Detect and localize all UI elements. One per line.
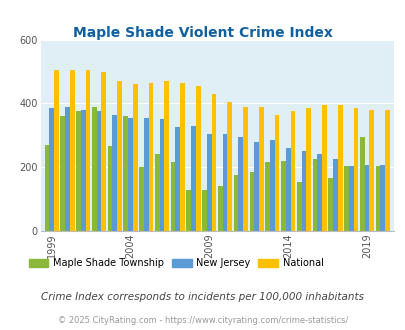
Bar xyxy=(359,137,364,231)
Bar xyxy=(353,108,358,231)
Bar xyxy=(337,105,342,231)
Text: © 2025 CityRating.com - https://www.cityrating.com/crime-statistics/: © 2025 CityRating.com - https://www.city… xyxy=(58,316,347,325)
Bar xyxy=(101,72,106,231)
Bar xyxy=(128,118,132,231)
Bar xyxy=(45,145,49,231)
Bar xyxy=(369,110,373,231)
Bar xyxy=(60,116,65,231)
Bar xyxy=(332,159,337,231)
Bar xyxy=(343,166,348,231)
Text: Crime Index corresponds to incidents per 100,000 inhabitants: Crime Index corresponds to incidents per… xyxy=(41,292,364,302)
Bar xyxy=(81,110,85,231)
Bar xyxy=(186,189,191,231)
Bar xyxy=(227,102,232,231)
Bar xyxy=(274,115,279,231)
Bar xyxy=(70,70,75,231)
Bar xyxy=(305,108,310,231)
Bar xyxy=(258,107,263,231)
Bar xyxy=(317,154,321,231)
Bar xyxy=(96,112,101,231)
Bar xyxy=(249,172,254,231)
Bar xyxy=(54,70,59,231)
Bar xyxy=(159,119,164,231)
Bar xyxy=(65,107,70,231)
Bar xyxy=(285,148,290,231)
Bar xyxy=(143,118,148,231)
Bar xyxy=(280,161,285,231)
Bar xyxy=(312,159,317,231)
Bar xyxy=(384,110,389,231)
Bar xyxy=(170,162,175,231)
Bar xyxy=(238,137,243,231)
Bar xyxy=(296,182,301,231)
Bar xyxy=(207,134,211,231)
Bar xyxy=(85,70,90,231)
Bar xyxy=(202,189,207,231)
Bar xyxy=(196,86,200,231)
Bar xyxy=(92,107,96,231)
Bar xyxy=(155,154,159,231)
Bar xyxy=(117,81,121,231)
Bar xyxy=(76,112,81,231)
Bar xyxy=(321,105,326,231)
Bar xyxy=(211,94,216,231)
Bar xyxy=(180,82,184,231)
Legend: Maple Shade Township, New Jersey, National: Maple Shade Township, New Jersey, Nation… xyxy=(25,254,327,272)
Bar xyxy=(375,166,379,231)
Bar xyxy=(264,162,269,231)
Bar xyxy=(254,142,258,231)
Bar xyxy=(164,81,169,231)
Bar xyxy=(191,126,196,231)
Bar xyxy=(290,112,294,231)
Bar xyxy=(243,107,247,231)
Bar xyxy=(364,165,369,231)
Bar xyxy=(222,134,227,231)
Bar xyxy=(328,178,332,231)
Bar xyxy=(107,147,112,231)
Bar xyxy=(112,115,117,231)
Bar xyxy=(269,140,274,231)
Bar xyxy=(301,151,305,231)
Bar xyxy=(233,175,238,231)
Bar xyxy=(123,116,128,231)
Bar xyxy=(175,127,180,231)
Bar xyxy=(379,165,384,231)
Text: Maple Shade Violent Crime Index: Maple Shade Violent Crime Index xyxy=(73,26,332,40)
Bar xyxy=(348,166,353,231)
Bar xyxy=(139,167,143,231)
Bar xyxy=(148,82,153,231)
Bar xyxy=(217,186,222,231)
Bar xyxy=(132,84,137,231)
Bar xyxy=(49,108,54,231)
